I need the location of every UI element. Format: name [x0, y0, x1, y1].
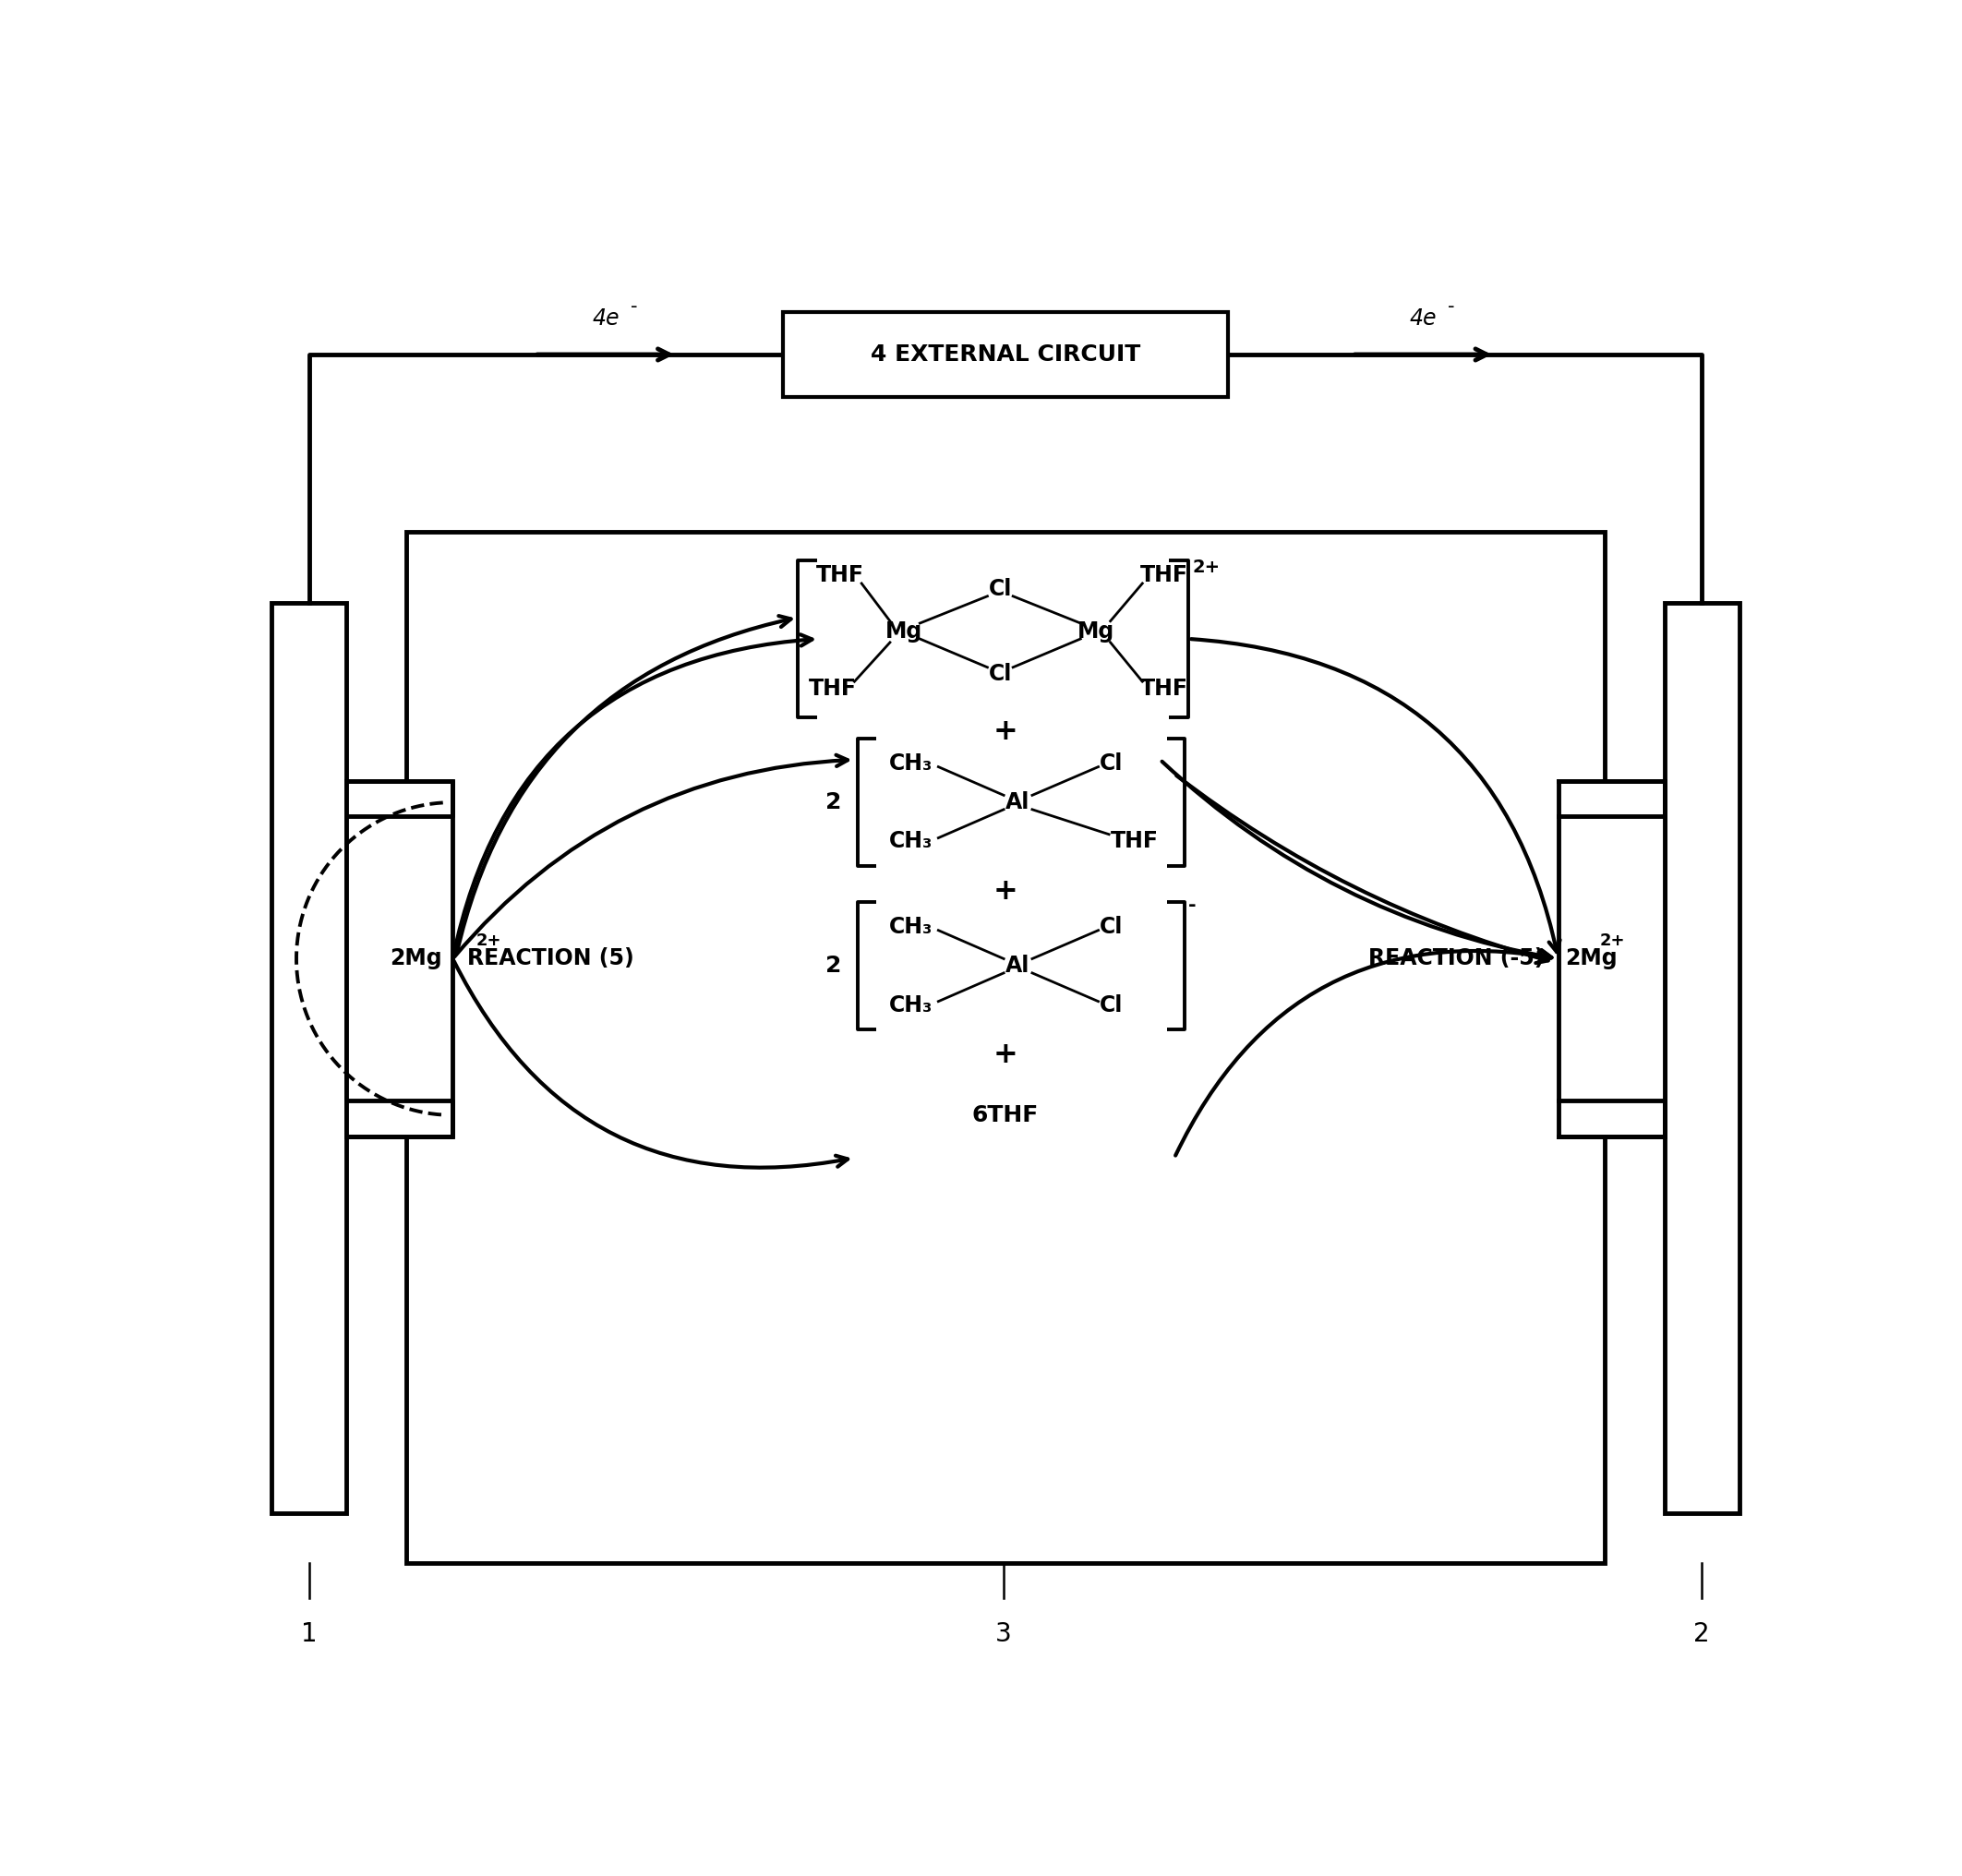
Text: 3: 3	[995, 1621, 1012, 1647]
Text: CH₃: CH₃	[889, 915, 932, 938]
Text: Cl: Cl	[1101, 752, 1122, 775]
Text: THF: THF	[1110, 831, 1158, 852]
Bar	[271, 604, 345, 1514]
Text: THF: THF	[1140, 677, 1187, 700]
Text: 2+: 2+	[1193, 559, 1220, 576]
Bar	[406, 533, 1605, 1563]
Text: CH₃: CH₃	[889, 831, 932, 852]
Text: 4e: 4e	[1409, 308, 1436, 330]
Text: CH₃: CH₃	[889, 994, 932, 1017]
Text: Cl: Cl	[1101, 994, 1122, 1017]
Bar	[1666, 604, 1740, 1514]
Text: +: +	[993, 717, 1018, 745]
Text: Cl: Cl	[989, 578, 1012, 600]
Bar	[1558, 780, 1666, 1137]
Text: -: -	[630, 296, 638, 315]
Text: Mg: Mg	[1077, 621, 1114, 643]
Text: +: +	[993, 876, 1018, 906]
Text: REACTION (-5): REACTION (-5)	[1368, 947, 1544, 970]
Text: 4e: 4e	[593, 308, 620, 330]
Text: Al: Al	[1007, 955, 1030, 977]
Text: 4 EXTERNAL CIRCUIT: 4 EXTERNAL CIRCUIT	[871, 343, 1140, 366]
Text: 2: 2	[826, 955, 842, 977]
Text: -: -	[1189, 897, 1197, 915]
Text: Mg: Mg	[885, 621, 922, 643]
Bar	[345, 780, 453, 1137]
Text: 2+: 2+	[1599, 932, 1625, 949]
Text: 2Mg: 2Mg	[1566, 947, 1617, 970]
Text: +: +	[993, 1041, 1018, 1069]
Text: 2+: 2+	[477, 932, 502, 949]
Text: CH₃: CH₃	[889, 752, 932, 775]
Text: 2: 2	[1693, 1621, 1711, 1647]
Text: 2: 2	[826, 792, 842, 814]
Text: 1: 1	[300, 1621, 318, 1647]
Text: 2Mg: 2Mg	[390, 947, 441, 970]
Text: Al: Al	[1007, 792, 1030, 814]
Text: Cl: Cl	[1101, 915, 1122, 938]
Text: THF: THF	[1140, 565, 1187, 585]
Text: 6THF: 6THF	[973, 1105, 1040, 1126]
Text: REACTION (5): REACTION (5)	[467, 947, 634, 970]
Text: Cl: Cl	[989, 664, 1012, 685]
Text: THF: THF	[816, 565, 863, 585]
Bar	[783, 311, 1228, 398]
Text: THF: THF	[808, 677, 857, 700]
Text: -: -	[1448, 296, 1456, 315]
